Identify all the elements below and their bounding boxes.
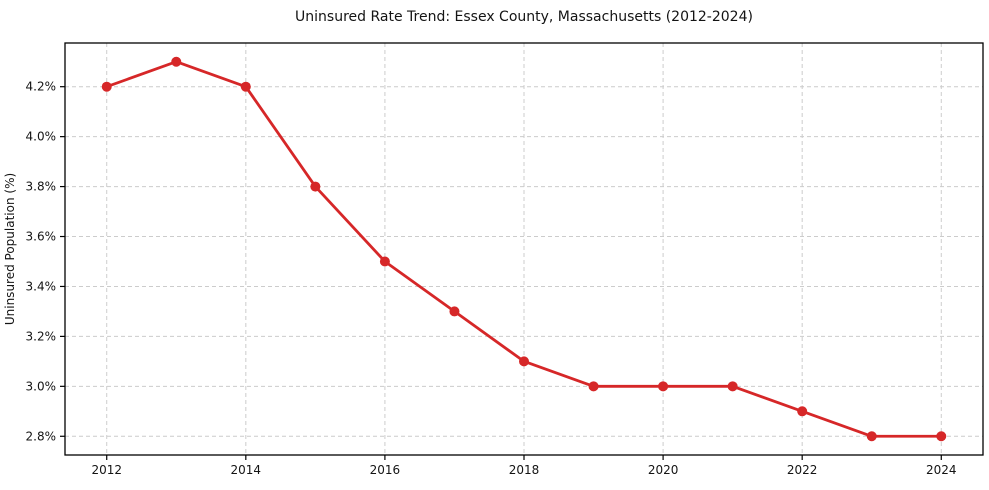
data-point-marker: [240, 81, 251, 92]
data-point-marker: [658, 381, 669, 392]
y-tick-label: 3.0%: [26, 379, 57, 393]
y-tick-label: 3.8%: [26, 180, 57, 194]
x-tick-label: 2012: [91, 463, 122, 477]
x-tick-label: 2024: [926, 463, 957, 477]
y-tick-label: 4.2%: [26, 80, 57, 94]
trend-series: [101, 56, 947, 442]
axis-layer: 2.8% 3.0% 3.2% 3.4% 3.6% 3.8% 4.0% 4.2% 2012 2014…: [26, 42, 984, 477]
data-point-marker: [866, 431, 877, 442]
y-tick-label: 3.2%: [26, 329, 57, 343]
data-point-marker: [379, 256, 390, 267]
x-tick-label: 2018: [509, 463, 540, 477]
chart-title: Uninsured Rate Trend: Essex County, Mass…: [295, 9, 753, 25]
y-axis-label: Uninsured Population (%): [3, 173, 17, 325]
data-point-marker: [588, 381, 599, 392]
data-point-marker: [797, 406, 808, 417]
x-tick-label: 2022: [787, 463, 818, 477]
y-tick-label: 2.8%: [26, 429, 57, 443]
data-point-marker: [310, 181, 321, 192]
data-point-marker: [101, 81, 112, 92]
data-point-marker: [519, 356, 529, 367]
plot-border: [64, 42, 984, 456]
x-tick-label: 2014: [231, 463, 262, 477]
x-tick-label: 2020: [648, 463, 679, 477]
y-tick-label: 3.6%: [26, 230, 57, 244]
data-point-marker: [936, 431, 947, 442]
y-tick-label: 3.4%: [26, 279, 57, 293]
data-point-marker: [171, 56, 182, 67]
x-tick-label: 2016: [370, 463, 401, 477]
data-point-marker: [727, 381, 738, 392]
data-point-marker: [449, 306, 460, 317]
y-tick-label: 4.0%: [26, 130, 57, 144]
grid-layer: [65, 43, 983, 455]
